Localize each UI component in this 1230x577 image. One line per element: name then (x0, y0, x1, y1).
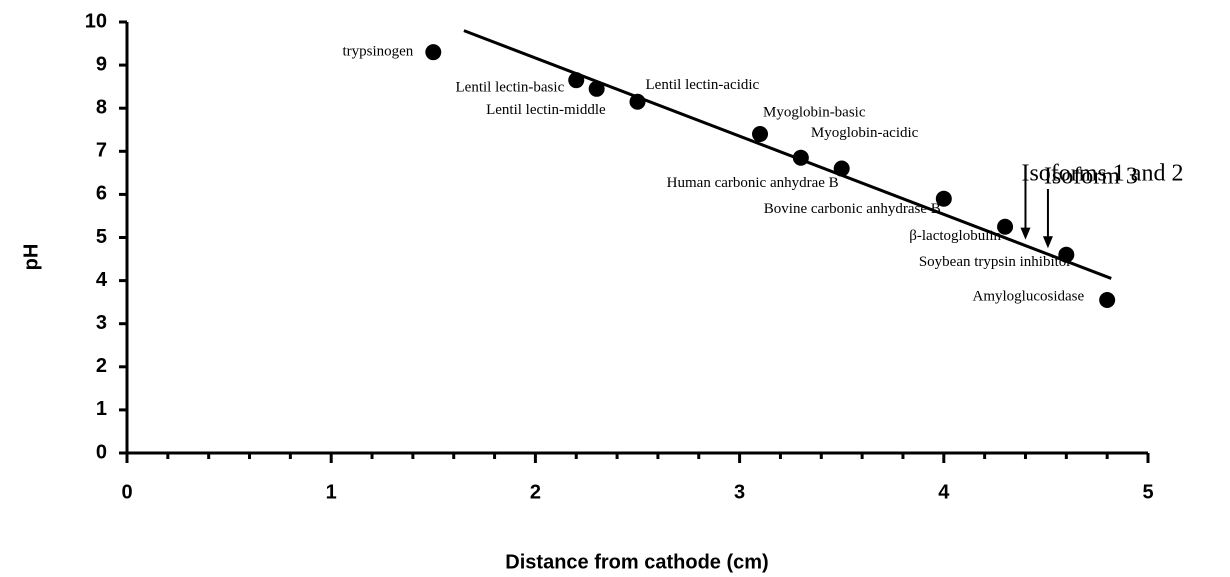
point-label: Amyloglucosidase (973, 288, 1085, 304)
x-tick-label: 1 (326, 481, 337, 503)
y-tick-label: 1 (96, 398, 107, 420)
data-point (1099, 291, 1116, 308)
y-tick-label: 10 (85, 10, 107, 32)
y-axis-title: pH (20, 244, 42, 271)
y-tick-label: 0 (96, 441, 107, 463)
data-point (425, 44, 442, 61)
data-point (1058, 246, 1075, 263)
fit-line (463, 29, 1112, 280)
annotation-arrowhead (1042, 236, 1053, 249)
annotation-arrowhead (1020, 227, 1031, 240)
point-label: Myoglobin-basic (763, 104, 866, 120)
y-tick-label: 2 (96, 355, 107, 377)
point-label: β-lactoglobulin (909, 228, 1001, 244)
x-tick-label: 3 (734, 481, 745, 503)
data-point (833, 160, 850, 177)
point-label: trypsinogen (342, 44, 413, 60)
data-point (792, 149, 809, 166)
data-point (935, 190, 952, 207)
point-label: Human carbonic anhydrae B (667, 175, 839, 191)
data-point (629, 93, 646, 110)
y-tick-label: 5 (96, 226, 107, 248)
y-tick-label: 6 (96, 183, 107, 205)
x-axis-title: Distance from cathode (cm) (505, 551, 768, 573)
data-point (752, 126, 769, 143)
y-tick-label: 8 (96, 96, 107, 118)
point-label: Lentil lectin-middle (486, 102, 606, 118)
x-tick-label: 0 (121, 481, 132, 503)
y-tick-label: 7 (96, 140, 107, 162)
annotation-text: Isoform 3 (1044, 164, 1138, 190)
x-tick-label: 5 (1142, 481, 1153, 503)
annotation-text: Isoforms 1 and 2 (1021, 161, 1183, 187)
point-label: Myoglobin-acidic (811, 125, 919, 141)
y-tick-label: 9 (96, 53, 107, 75)
data-point (588, 80, 605, 97)
x-tick-label: 4 (938, 481, 950, 503)
point-label: Soybean trypsin inhibitor (919, 254, 1072, 270)
point-label: Lentil lectin-acidic (646, 77, 760, 93)
y-tick-label: 4 (96, 269, 108, 291)
x-tick-label: 2 (530, 481, 541, 503)
y-tick-label: 3 (96, 312, 107, 334)
data-point (997, 218, 1014, 235)
point-label: Bovine carbonic anhydrase B (764, 201, 941, 217)
data-point (568, 72, 585, 89)
point-label: Lentil lectin-basic (456, 80, 565, 96)
